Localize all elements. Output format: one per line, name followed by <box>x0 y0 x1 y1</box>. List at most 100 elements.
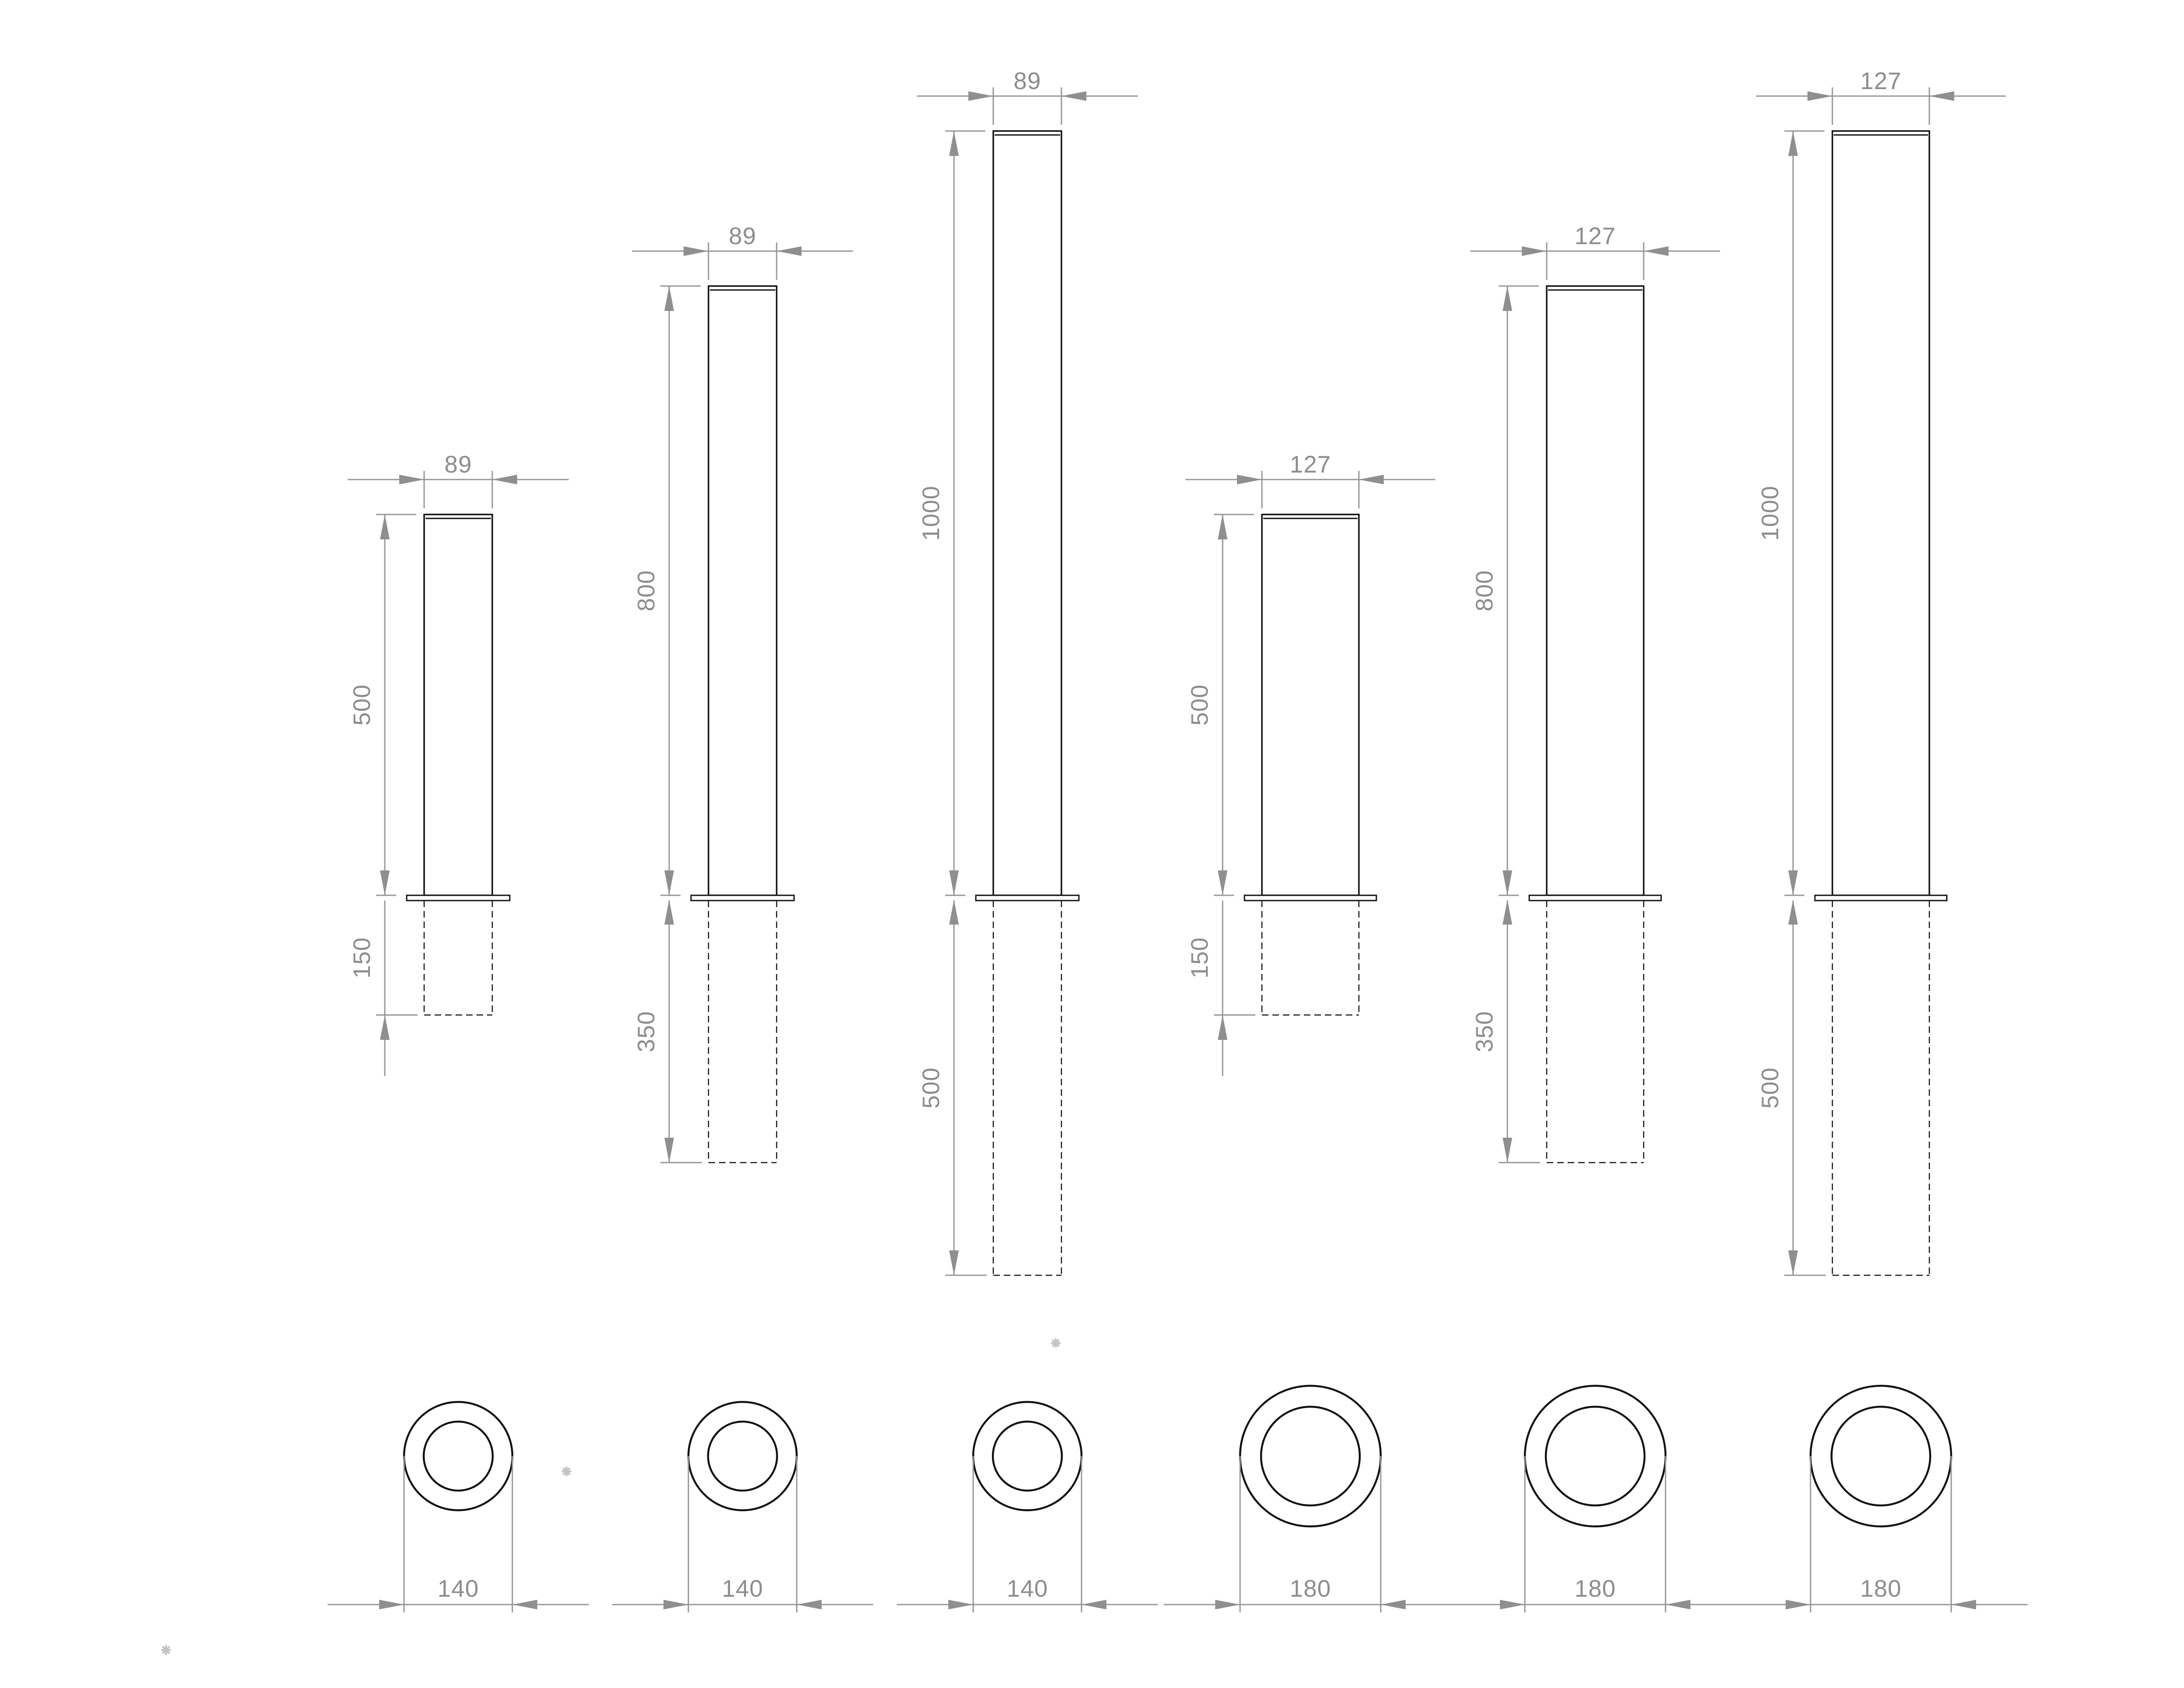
dimension-label: 800 <box>632 570 660 611</box>
bollard-elevation-3: 89 1000 500 <box>917 67 1138 1276</box>
width-dimension: 89 <box>632 222 853 280</box>
buried-post-outline <box>992 901 1062 1276</box>
arrowhead-icon <box>1522 246 1547 256</box>
sleeve-outer-circle <box>687 1401 798 1512</box>
arrowhead-icon <box>399 475 424 484</box>
bollard-elevation-4: 127 500 150 <box>1185 451 1435 1076</box>
base-plate <box>1814 894 1948 901</box>
asterisk-mark <box>562 1467 571 1476</box>
width-dimension: 127 <box>1185 451 1435 508</box>
arrowhead-icon <box>1644 246 1669 256</box>
height-dimension: 500 <box>348 514 416 896</box>
bollard-elevation-6: 127 1000 500 <box>1756 67 2006 1276</box>
embedment-dimension: 500 <box>917 900 987 1276</box>
post-outline <box>992 130 1062 896</box>
dimension-label: 89 <box>444 451 472 478</box>
arrowhead-icon <box>1359 475 1384 484</box>
arrowhead-icon <box>664 870 674 895</box>
arrowhead-icon <box>664 286 674 311</box>
arrowhead-icon <box>1666 1600 1690 1609</box>
arrowhead-icon <box>1218 514 1227 539</box>
post-inner-circle <box>1545 1405 1646 1507</box>
arrowhead-icon <box>948 1600 973 1609</box>
arrowhead-icon <box>949 131 959 156</box>
post-inner-circle <box>707 1420 778 1492</box>
base-plate <box>975 894 1080 901</box>
dimension-label: 89 <box>1013 67 1041 94</box>
arrowhead-icon <box>1215 1600 1240 1609</box>
post-inner-circle <box>422 1420 494 1492</box>
arrowhead-icon <box>380 514 390 539</box>
diameter-dimension: 140 <box>328 1456 589 1612</box>
base-plate <box>1244 894 1377 901</box>
bollard-plan-section-6: 180 <box>1734 1384 2028 1612</box>
arrowhead-icon <box>1929 91 1954 101</box>
arrowhead-icon <box>1061 91 1086 101</box>
height-dimension: 800 <box>1471 285 1539 896</box>
embedment-dimension: 150 <box>1186 901 1255 1076</box>
arrowhead-icon <box>1788 1250 1798 1275</box>
height-dimension: 500 <box>1186 514 1254 896</box>
arrowhead-icon <box>1503 900 1512 925</box>
dimension-label: 140 <box>722 1575 764 1602</box>
bollard-plan-section-1: 140 <box>328 1401 589 1612</box>
diameter-dimension: 180 <box>1448 1456 1742 1612</box>
base-plate <box>406 894 511 901</box>
arrowhead-icon <box>1788 870 1798 895</box>
sleeve-outer-circle <box>403 1401 514 1512</box>
arrowhead-icon <box>1218 1015 1227 1040</box>
dimension-label: 127 <box>1860 67 1902 94</box>
dimension-label: 500 <box>917 1067 944 1109</box>
height-dimension: 800 <box>632 285 701 896</box>
asterisk-mark <box>1051 1338 1061 1348</box>
dimension-label: 180 <box>1575 1575 1616 1602</box>
arrowhead-icon <box>492 475 517 484</box>
width-dimension: 127 <box>1470 222 1720 280</box>
arrowhead-icon <box>1082 1600 1106 1609</box>
bollard-plan-section-5: 180 <box>1448 1384 1742 1612</box>
arrowhead-icon <box>664 900 674 925</box>
dimension-label: 150 <box>348 937 375 979</box>
dimension-label: 500 <box>348 684 375 726</box>
diameter-dimension: 180 <box>1164 1456 1457 1612</box>
arrowhead-icon <box>1500 1600 1525 1609</box>
dimension-label: 1000 <box>917 486 944 541</box>
embedment-dimension: 350 <box>632 900 702 1163</box>
width-dimension: 127 <box>1756 67 2006 125</box>
dimension-label: 350 <box>632 1011 660 1053</box>
arrowhead-icon <box>1807 91 1832 101</box>
buried-post-outline <box>708 901 778 1163</box>
arrowhead-icon <box>1951 1600 1976 1609</box>
embedment-dimension: 150 <box>348 901 418 1076</box>
post-outline <box>1546 285 1645 896</box>
dimension-label: 140 <box>438 1575 479 1602</box>
dimension-label: 180 <box>1290 1575 1331 1602</box>
arrowhead-icon <box>949 1250 959 1275</box>
arrowhead-icon <box>684 246 708 256</box>
diameter-dimension: 140 <box>612 1456 873 1612</box>
post-outline <box>423 514 493 896</box>
arrowhead-icon <box>1503 1138 1512 1163</box>
arrowhead-icon <box>1788 900 1798 925</box>
embedment-dimension: 500 <box>1756 900 1826 1276</box>
dimension-label: 500 <box>1186 684 1213 726</box>
arrowhead-icon <box>968 91 993 101</box>
post-outline <box>1832 130 1930 896</box>
arrowhead-icon <box>512 1600 537 1609</box>
dimension-label: 1000 <box>1756 486 1783 541</box>
arrowhead-icon <box>1381 1600 1406 1609</box>
asterisk-stroke <box>162 1646 170 1654</box>
bollard-plan-section-2: 140 <box>612 1401 873 1612</box>
bollard-plan-section-3: 140 <box>897 1401 1158 1612</box>
height-dimension: 1000 <box>1756 130 1825 896</box>
dimension-label: 127 <box>1575 222 1616 249</box>
arrowhead-icon <box>664 1138 674 1163</box>
width-dimension: 89 <box>348 451 569 508</box>
arrowhead-icon <box>1503 870 1512 895</box>
buried-post-outline <box>423 901 493 1016</box>
dimension-label: 127 <box>1290 451 1331 478</box>
post-outline <box>1261 514 1360 896</box>
dimension-label: 150 <box>1186 937 1213 979</box>
